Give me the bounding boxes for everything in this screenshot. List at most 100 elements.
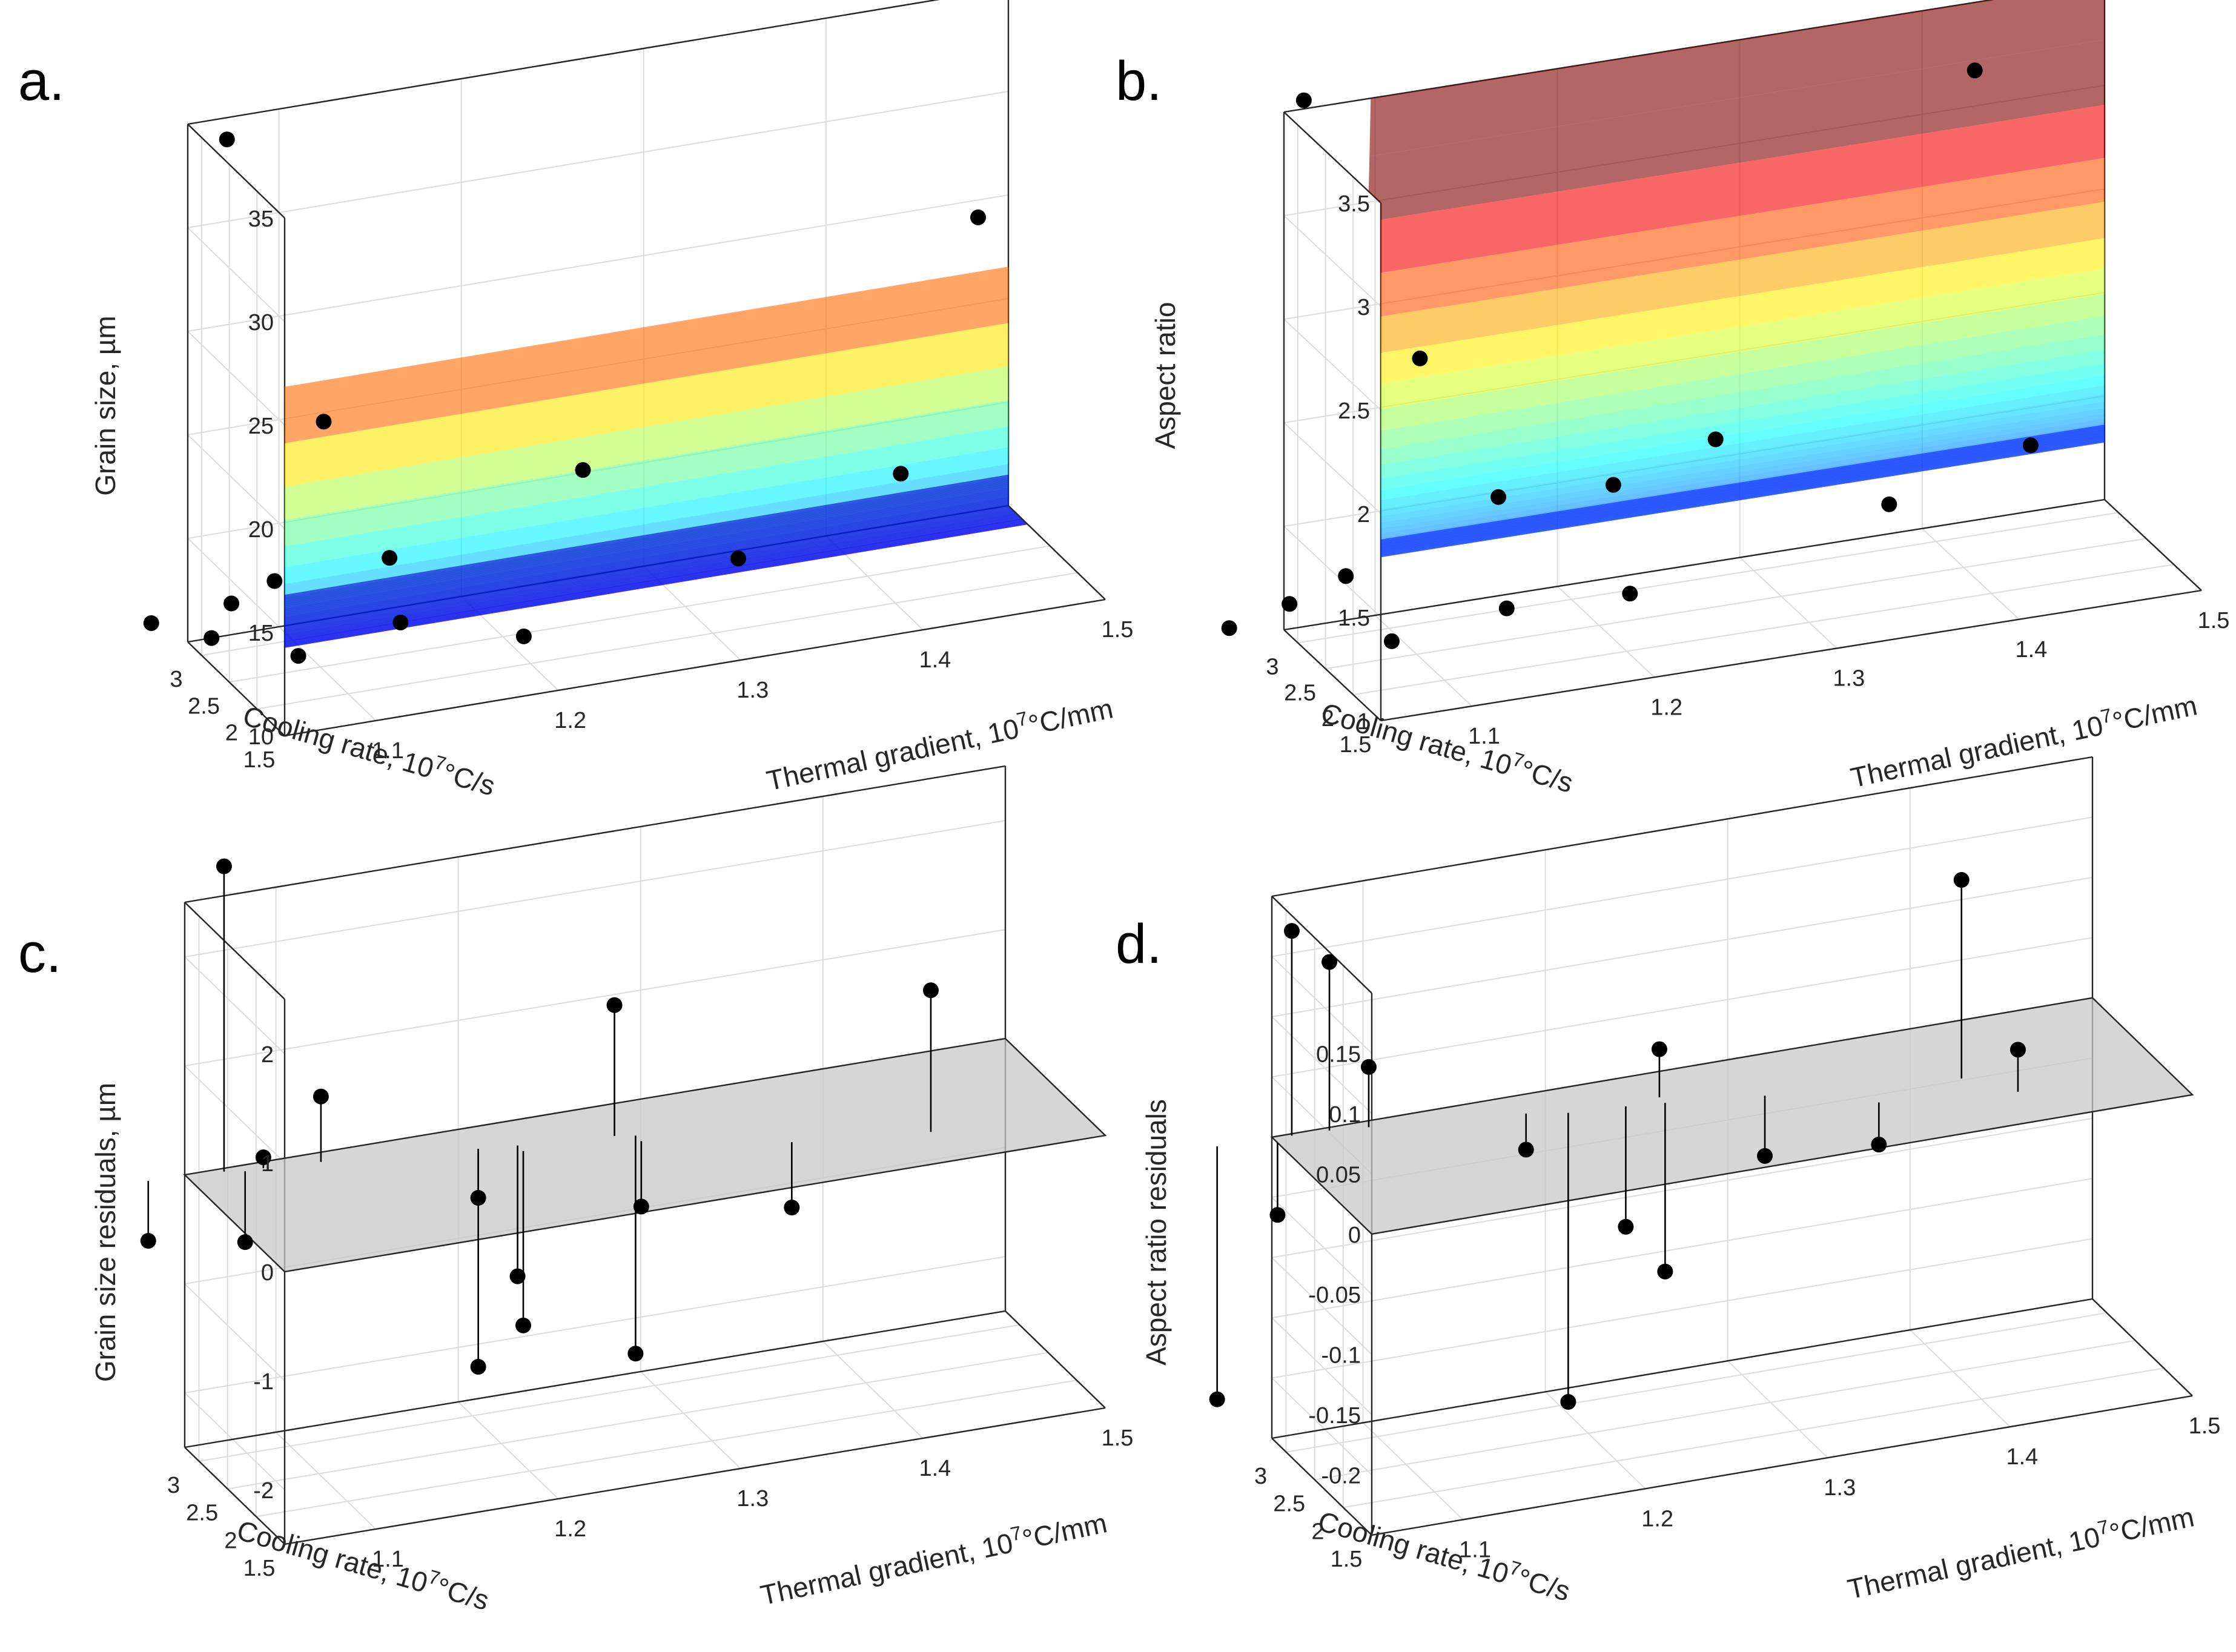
z-tick-label: -0.1: [1321, 1343, 1361, 1369]
data-point: [1560, 1394, 1576, 1410]
y-axis-label: Thermal gradient, 107°C/mm: [1847, 686, 2200, 793]
data-point: [1881, 496, 1897, 512]
data-point: [392, 614, 409, 630]
data-point: [893, 466, 909, 482]
surface-strip: [193, 479, 1015, 617]
surface-strip: [1305, 435, 2128, 566]
y-tick-label: 1.2: [1650, 695, 1682, 720]
back-wall-grid-line: [187, 0, 939, 125]
fitted-surface: [1284, 0, 2194, 567]
surface-strip: [247, 517, 1070, 654]
surface-strip: [213, 497, 1036, 635]
surface-strip: [1316, 437, 2138, 567]
surface-strip: [227, 507, 1049, 645]
z-axis-label: Aspect ratio residuals: [1140, 1099, 1172, 1366]
zero-plane: [183, 1037, 1107, 1273]
surface-strip: [225, 506, 1047, 644]
surface-strip: [1348, 374, 2171, 514]
floor-grid-line: [257, 572, 1078, 710]
back-wall-grid-line: [1271, 816, 2093, 957]
z-tick-label: -1: [253, 1369, 274, 1395]
floor-grid-line: [822, 1341, 924, 1439]
data-point: [970, 209, 987, 225]
box-edge: [184, 765, 1006, 904]
surface-strip: [215, 498, 1037, 636]
box-edge: [187, 0, 940, 125]
floor-grid-line: [199, 1324, 1020, 1462]
data-point: [922, 982, 939, 999]
floor-grid-line: [1343, 1367, 2165, 1508]
z-tick-label: 10: [248, 724, 274, 750]
surface-strip: [205, 491, 1028, 629]
z-tick-label: 2: [261, 1042, 274, 1068]
y-tick-label: 1.5: [1102, 617, 1134, 643]
floor-grid-line: [229, 545, 1050, 683]
surface-strip: [200, 486, 1023, 624]
surface-strip: [210, 494, 1033, 633]
back-wall-grid-line: [187, 91, 1009, 228]
side-wall-grid-line: [187, 331, 285, 426]
floor-grid-line: [227, 1352, 1048, 1490]
surface-strip: [1311, 437, 2134, 567]
surface-strip: [1297, 432, 2119, 563]
data-point: [1657, 1263, 1673, 1280]
data-point: [1282, 596, 1298, 612]
y-tick-label: 1.5: [2198, 608, 2230, 633]
surface-strip: [188, 474, 1010, 613]
y-tick-label: 1.3: [736, 1486, 769, 1512]
side-wall-grid-line: [1283, 319, 1381, 411]
surface-strip: [202, 487, 1025, 626]
box-edge: [187, 641, 285, 736]
surface-strip: [1360, 256, 2182, 412]
floor-grid-line: [1297, 512, 2119, 644]
data-point: [1283, 923, 1300, 939]
zero-plane-surface: [1270, 997, 2194, 1235]
data-point: [1498, 600, 1515, 616]
data-point: [1360, 1059, 1377, 1075]
panel-d: d. -0.2 -0.15 -0.1 -0.05 0 0.05 0.1 0.15 1.5 22.5…: [1116, 756, 2221, 1607]
floor-grid-line: [640, 1371, 741, 1469]
box-edge-front: [2104, 499, 2202, 591]
surface-strip: [246, 517, 1068, 654]
surface-strip: [197, 483, 1020, 621]
data-point: [1651, 1041, 1667, 1057]
floor-grid-line: [1374, 615, 1473, 707]
data-point: [730, 550, 746, 567]
x-tick-label: 1.5: [1331, 1547, 1363, 1572]
z-tick-label: 30: [248, 310, 274, 335]
data-point: [1953, 872, 1970, 888]
x-tick-label: 2.5: [1273, 1492, 1305, 1517]
box-edge: [1271, 756, 2093, 897]
back-wall-grid-line: [1271, 1178, 2093, 1319]
floor-grid-line: [275, 1432, 377, 1530]
box-edge-front: [1005, 1310, 1106, 1409]
tick-labels: 11.522.533.51.522.531.11.21.31.41.5: [1266, 191, 2229, 758]
side-wall-grid-line: [184, 1065, 285, 1163]
x-tick-label: 1.5: [243, 747, 276, 773]
surface-strip: [1368, 26, 2191, 222]
box-edge: [1271, 1298, 2093, 1439]
y-tick-label: 1.1: [1459, 1537, 1491, 1562]
floor-grid-line: [1544, 1391, 1646, 1490]
z-tick-label: 35: [248, 206, 274, 232]
surface-strip: [220, 503, 1042, 640]
y-tick-label: 1.2: [554, 1516, 586, 1542]
surface-strip: [244, 517, 1067, 653]
box-edge-front: [284, 598, 1106, 737]
surface-strip: [223, 505, 1046, 643]
y-tick-label: 1.5: [2189, 1413, 2221, 1439]
y-tick-label: 1.4: [919, 647, 951, 673]
x-tick-label: 2.5: [188, 693, 220, 719]
box-edge: [1283, 111, 1381, 203]
side-wall-grid-line: [1271, 956, 1372, 1054]
side-wall-grid-line: [1271, 1197, 1372, 1295]
floor-grid-line: [1556, 586, 1655, 678]
data-point: [1757, 1148, 1773, 1164]
z-tick-label: 0.15: [1316, 1042, 1361, 1067]
surface-strip: [1355, 323, 2177, 469]
surface-strip: [1353, 339, 2176, 483]
z-tick-label: -2: [253, 1478, 274, 1504]
back-wall-grid-line: [184, 929, 1006, 1066]
data-point: [266, 573, 283, 589]
